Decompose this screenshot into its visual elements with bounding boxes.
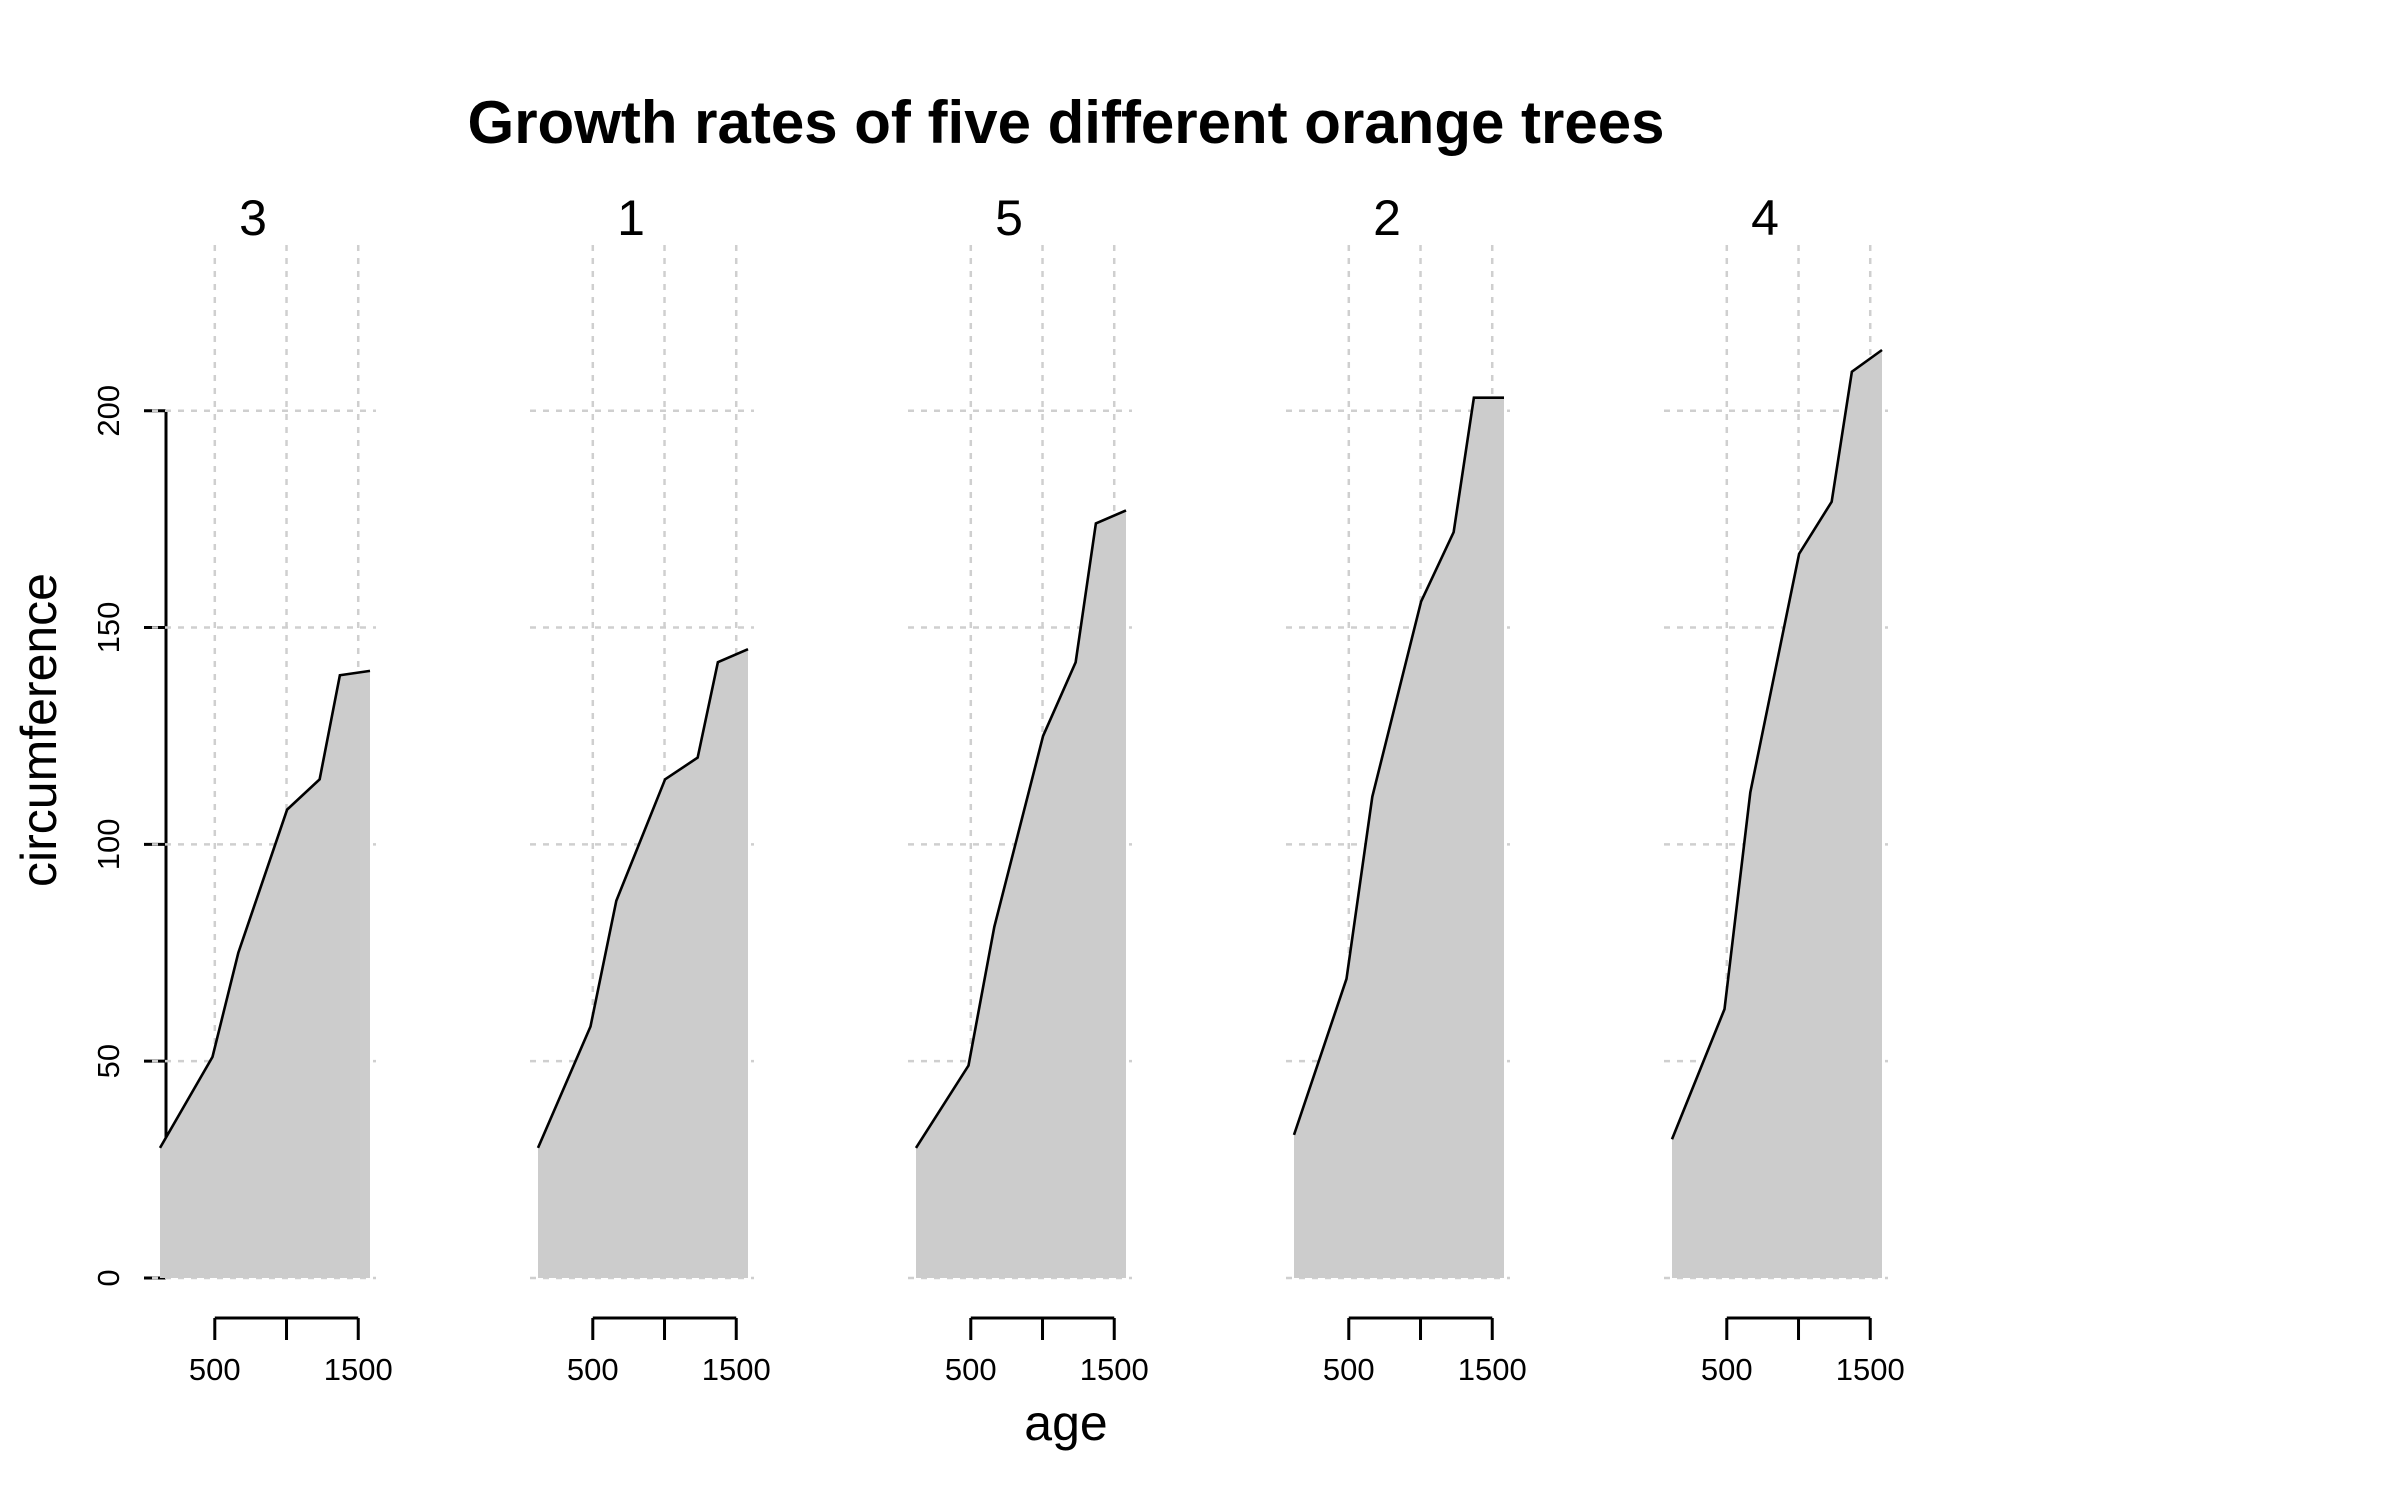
series-line [914, 509, 1127, 1149]
x-axis-label: age [1024, 1395, 1107, 1451]
y-tick-label: 200 [91, 385, 126, 437]
panel-4: 4 500 1500 [1664, 190, 1905, 1387]
series-area [538, 649, 748, 1278]
x-tick-label: 1500 [1458, 1352, 1527, 1387]
series-area [916, 510, 1126, 1278]
chart-title: Growth rates of five different orange tr… [468, 89, 1665, 156]
series-area [160, 670, 370, 1278]
panel-2: 2 500 1500 [1286, 190, 1527, 1387]
panel-label: 2 [1373, 190, 1401, 246]
panel-1: 1500 1500 [530, 190, 771, 1387]
panel-3: 3 500 1500 [152, 190, 393, 1387]
x-tick-label: 500 [1323, 1352, 1375, 1387]
y-axis: 0 50 100 150 200 [91, 385, 168, 1287]
x-tick-label: 1500 [1836, 1352, 1905, 1387]
x-tick-label: 500 [189, 1352, 241, 1387]
series-area [1294, 397, 1504, 1278]
x-tick-label: 500 [945, 1352, 997, 1387]
y-tick-label: 100 [91, 818, 126, 870]
series-line [536, 648, 749, 1149]
panel-label: 3 [239, 190, 267, 246]
panel-label: 1 [617, 190, 645, 246]
x-tick-label: 1500 [324, 1352, 393, 1387]
series-line [158, 669, 371, 1149]
x-tick-label: 1500 [1080, 1352, 1149, 1387]
panel-5: 5 500 1500 [908, 190, 1149, 1387]
y-tick-label: 50 [91, 1044, 126, 1078]
panel-label: 4 [1751, 190, 1779, 246]
series-line [1670, 348, 1883, 1140]
y-axis-label: circumference [11, 573, 67, 887]
y-tick-label: 150 [91, 602, 126, 654]
x-tick-label: 500 [567, 1352, 619, 1387]
series-area [1672, 350, 1882, 1278]
x-tick-label: 1500 [702, 1352, 771, 1387]
panel-label: 5 [995, 190, 1023, 246]
y-tick-label: 0 [91, 1269, 126, 1286]
series-line [1292, 396, 1504, 1136]
x-tick-label: 500 [1701, 1352, 1753, 1387]
